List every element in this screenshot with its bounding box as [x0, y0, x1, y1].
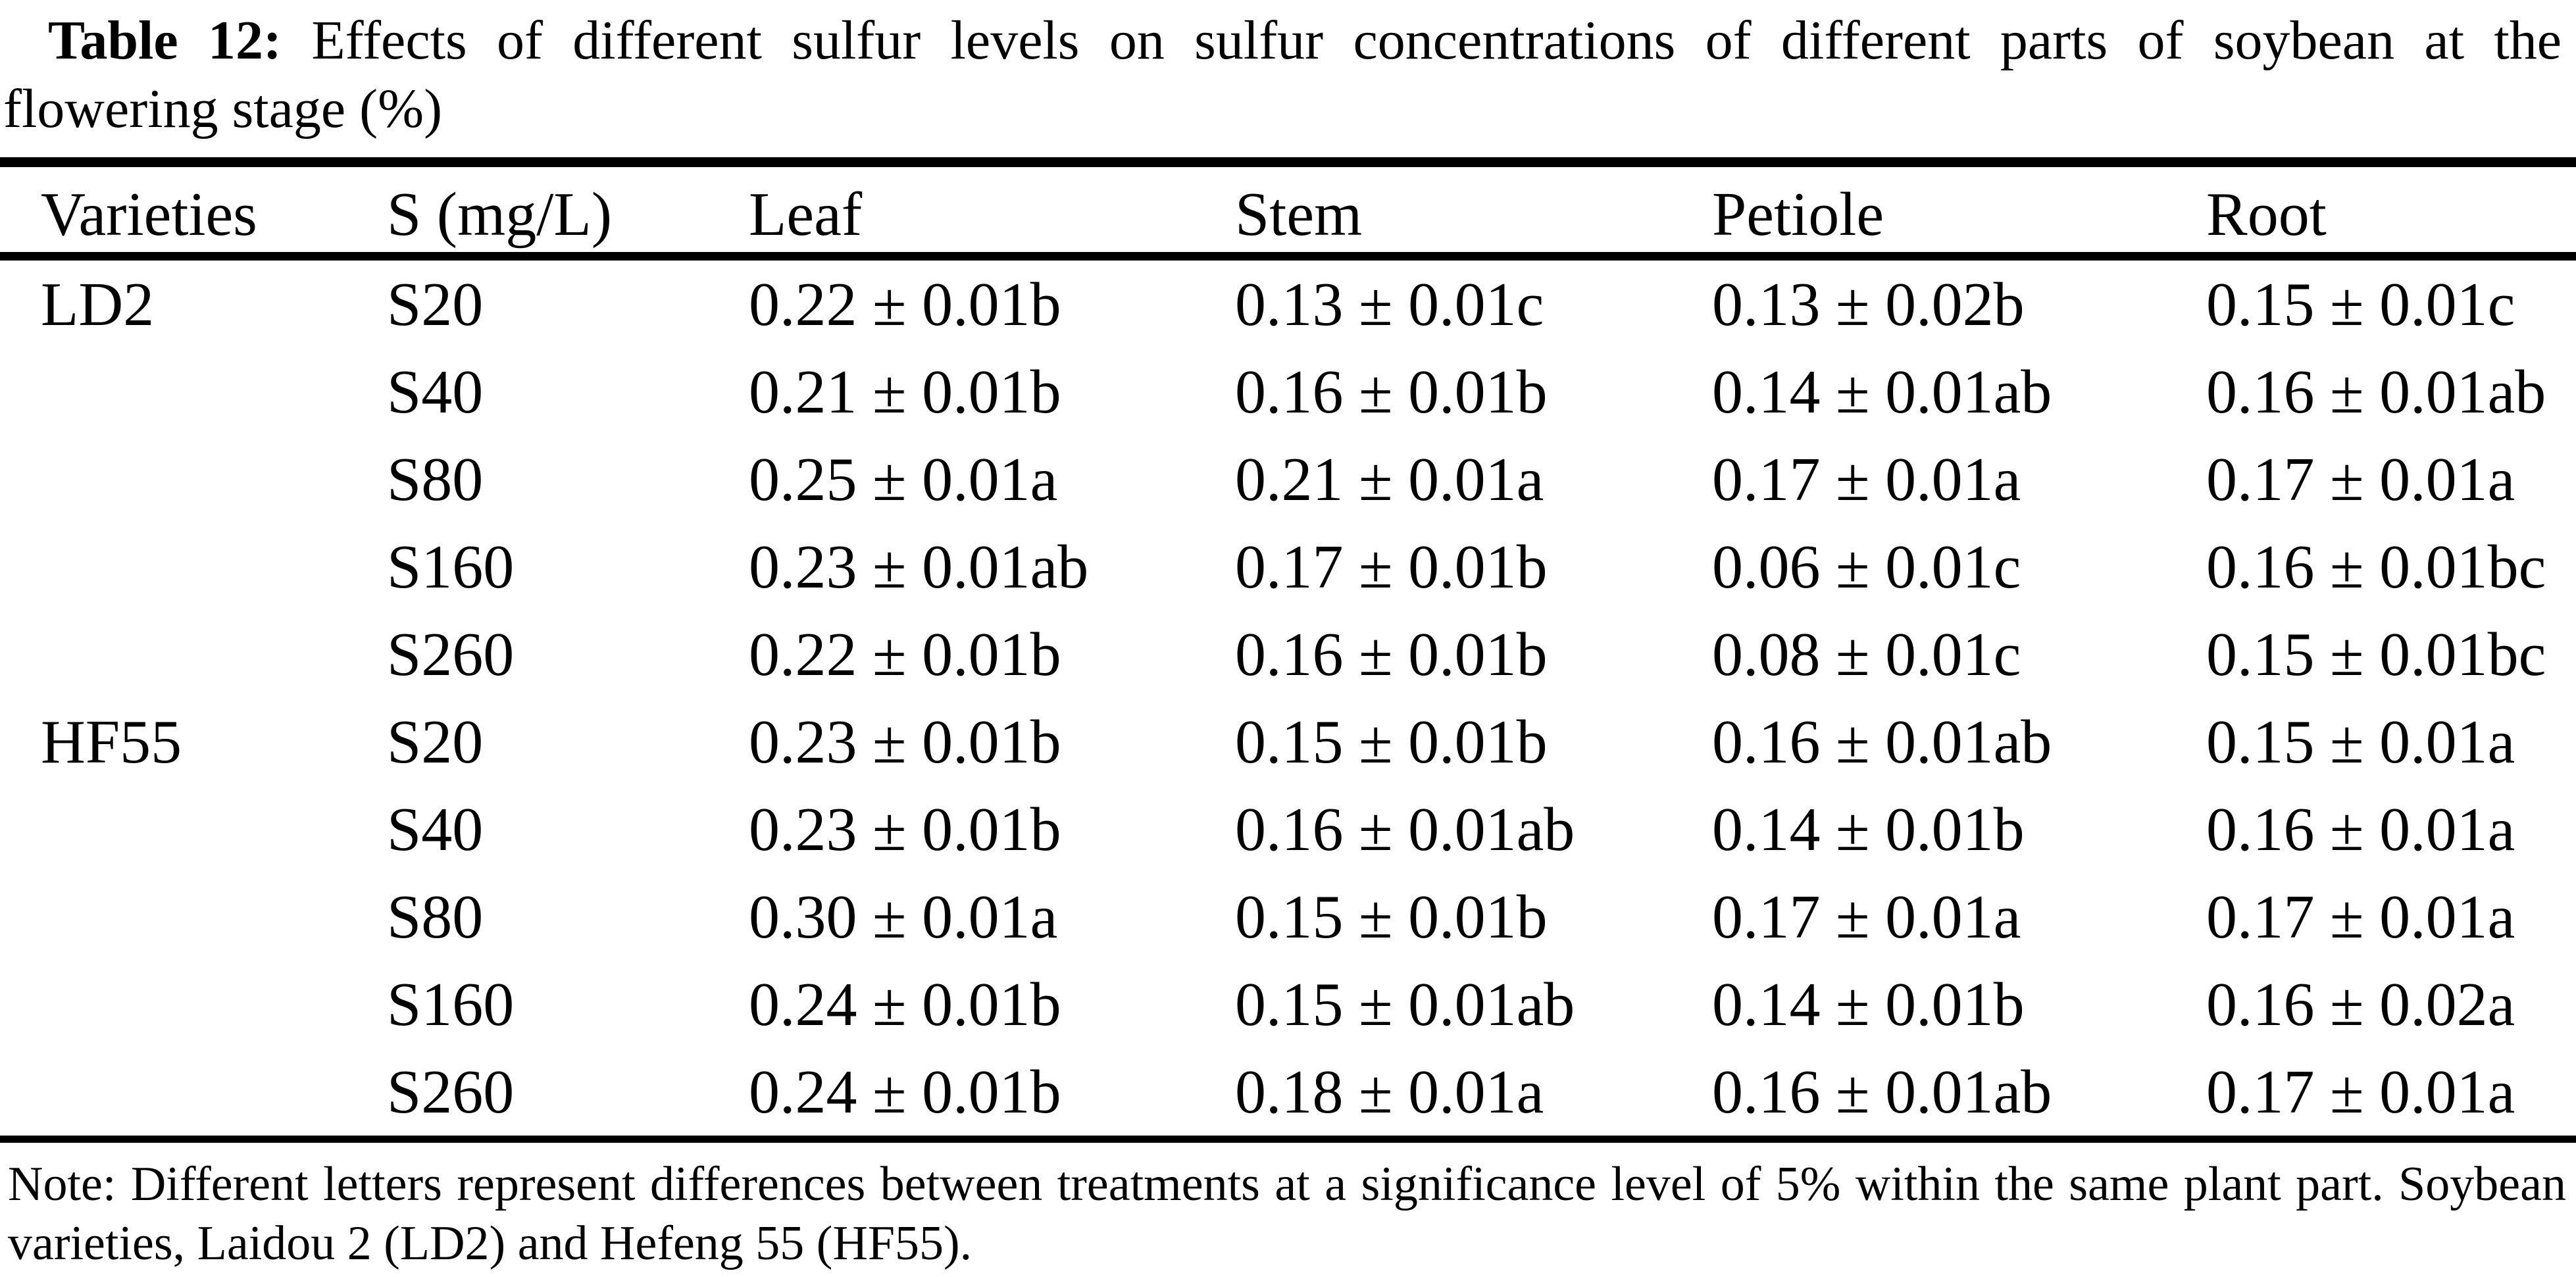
cell-leaf: 0.22 ± 0.01b — [749, 270, 1061, 339]
column-header-leaf: Leaf — [749, 180, 863, 249]
cell-stem: 0.15 ± 0.01ab — [1235, 970, 1575, 1039]
cell-stem: 0.15 ± 0.01b — [1235, 882, 1548, 951]
cell-stem: 0.16 ± 0.01ab — [1235, 795, 1575, 864]
column-header-varieties: Varieties — [41, 180, 257, 249]
cell-sulfur-level: S260 — [387, 1057, 515, 1126]
cell-stem: 0.16 ± 0.01b — [1235, 357, 1548, 426]
cell-sulfur-level: S40 — [387, 795, 484, 864]
cell-leaf: 0.23 ± 0.01b — [749, 795, 1061, 864]
cell-petiole: 0.17 ± 0.01a — [1712, 445, 2021, 514]
cell-root: 0.15 ± 0.01a — [2206, 707, 2515, 776]
cell-root: 0.16 ± 0.01bc — [2206, 532, 2546, 601]
cell-sulfur-level: S20 — [387, 707, 484, 776]
cell-sulfur-level: S80 — [387, 445, 484, 514]
table-caption-line2: flowering stage (%) — [3, 78, 443, 139]
cell-petiole: 0.08 ± 0.01c — [1712, 620, 2021, 689]
cell-variety — [41, 873, 387, 961]
cell-variety — [41, 1048, 387, 1136]
cell-variety — [41, 348, 387, 436]
cell-root: 0.17 ± 0.01a — [2206, 445, 2515, 514]
table-note: Note: Different letters represent differ… — [0, 1155, 2576, 1273]
cell-variety — [41, 436, 387, 523]
cell-root: 0.17 ± 0.01a — [2206, 882, 2515, 951]
table-bottom-rule — [0, 1136, 2576, 1143]
table-caption-text: Effects of different sulfur levels on su… — [311, 10, 2562, 71]
table-note-line1: Note: Different letters represent differ… — [8, 1157, 2566, 1211]
cell-leaf: 0.22 ± 0.01b — [749, 620, 1061, 689]
cell-leaf: 0.25 ± 0.01a — [749, 445, 1058, 514]
column-header-stem: Stem — [1235, 180, 1363, 249]
cell-petiole: 0.16 ± 0.01ab — [1712, 707, 2052, 776]
cell-petiole: 0.13 ± 0.02b — [1712, 270, 2025, 339]
cell-stem: 0.16 ± 0.01b — [1235, 620, 1548, 689]
cell-sulfur-level: S160 — [387, 970, 515, 1039]
cell-variety: LD2 — [41, 270, 155, 339]
cell-leaf: 0.30 ± 0.01a — [749, 882, 1058, 951]
cell-variety — [41, 523, 387, 611]
cell-petiole: 0.14 ± 0.01ab — [1712, 357, 2052, 426]
table-note-line2: varieties, Laidou 2 (LD2) and Hefeng 55 … — [8, 1216, 972, 1270]
cell-leaf: 0.24 ± 0.01b — [749, 1057, 1061, 1126]
cell-petiole: 0.14 ± 0.01b — [1712, 970, 2025, 1039]
table-caption-label: Table 12: — [48, 10, 282, 71]
column-header-petiole: Petiole — [1712, 180, 1884, 249]
cell-petiole: 0.14 ± 0.01b — [1712, 795, 2025, 864]
column-header-sulfur-level: S (mg/L) — [387, 180, 613, 249]
cell-petiole: 0.16 ± 0.01ab — [1712, 1057, 2052, 1126]
cell-sulfur-level: S20 — [387, 270, 484, 339]
cell-stem: 0.15 ± 0.01b — [1235, 707, 1548, 776]
cell-leaf: 0.24 ± 0.01b — [749, 970, 1061, 1039]
cell-root: 0.17 ± 0.01a — [2206, 1057, 2515, 1126]
cell-root: 0.16 ± 0.01a — [2206, 795, 2515, 864]
cell-sulfur-level: S260 — [387, 620, 515, 689]
cell-leaf: 0.23 ± 0.01b — [749, 707, 1061, 776]
cell-leaf: 0.23 ± 0.01ab — [749, 532, 1089, 601]
table-header-row: Varieties S (mg/L) Leaf Stem Petiole Roo… — [0, 167, 2576, 252]
table-body: LD2 S20 0.22 ± 0.01b 0.13 ± 0.01c 0.13 ± 0.0… — [0, 261, 2576, 1136]
cell-petiole: 0.17 ± 0.01a — [1712, 882, 2021, 951]
cell-sulfur-level: S160 — [387, 532, 515, 601]
table-caption: Table 12: Effects of different sulfur le… — [0, 0, 2576, 143]
table-top-rule — [0, 157, 2576, 167]
table-header-rule — [0, 252, 2576, 261]
cell-root: 0.15 ± 0.01c — [2206, 270, 2515, 339]
cell-sulfur-level: S80 — [387, 882, 484, 951]
cell-root: 0.16 ± 0.01ab — [2206, 357, 2546, 426]
cell-leaf: 0.21 ± 0.01b — [749, 357, 1061, 426]
cell-stem: 0.21 ± 0.01a — [1235, 445, 1544, 514]
cell-variety: HF55 — [41, 707, 182, 776]
cell-root: 0.15 ± 0.01bc — [2206, 620, 2546, 689]
cell-stem: 0.17 ± 0.01b — [1235, 532, 1548, 601]
column-header-root: Root — [2206, 180, 2327, 249]
cell-sulfur-level: S40 — [387, 357, 484, 426]
cell-variety — [41, 961, 387, 1048]
cell-petiole: 0.06 ± 0.01c — [1712, 532, 2021, 601]
table-caption-line1: Table 12: Effects of different sulfur le… — [3, 7, 2562, 75]
cell-variety — [41, 786, 387, 873]
cell-stem: 0.13 ± 0.01c — [1235, 270, 1544, 339]
cell-root: 0.16 ± 0.02a — [2206, 970, 2515, 1039]
cell-variety — [41, 611, 387, 698]
cell-stem: 0.18 ± 0.01a — [1235, 1057, 1544, 1126]
